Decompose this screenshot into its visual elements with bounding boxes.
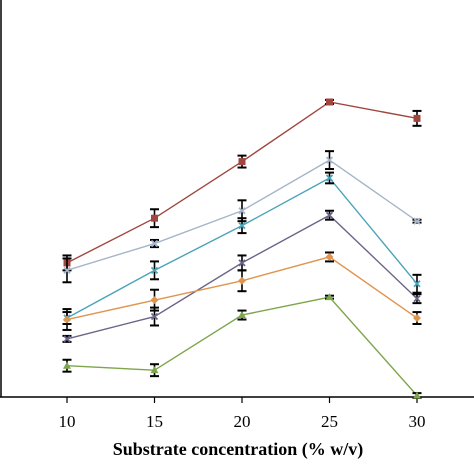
data-point <box>413 217 421 225</box>
x-ticks: 10 15 20 25 30 <box>59 397 426 431</box>
data-point <box>238 276 246 285</box>
x-tick-label: 10 <box>59 412 76 431</box>
data-point <box>150 266 159 274</box>
data-point <box>150 366 159 374</box>
data-point <box>150 239 159 248</box>
data-point <box>238 158 246 166</box>
series-5 <box>62 251 422 331</box>
data-point <box>413 280 421 288</box>
x-axis-title: Substrate concentration (% w/v) <box>113 439 363 460</box>
x-tick-label: 25 <box>321 412 338 431</box>
x-tick-label: 30 <box>409 412 426 431</box>
data-point <box>325 252 334 261</box>
series-layer <box>62 98 422 399</box>
data-point <box>413 391 421 399</box>
chart-axes <box>0 0 474 398</box>
data-point <box>326 98 333 106</box>
data-point <box>413 314 421 323</box>
data-point <box>325 211 334 219</box>
data-point <box>151 214 158 222</box>
data-point <box>63 315 71 324</box>
data-point <box>413 114 421 122</box>
data-point <box>63 266 71 274</box>
series-6 <box>62 293 422 399</box>
x-tick-label: 20 <box>234 412 251 431</box>
data-point <box>63 361 71 369</box>
data-point <box>150 312 159 321</box>
series-line <box>66 101 418 264</box>
series-2 <box>62 150 422 284</box>
data-point <box>325 156 334 164</box>
data-point <box>325 174 334 182</box>
series-1 <box>62 98 422 272</box>
data-point <box>63 335 71 343</box>
data-point <box>238 207 246 215</box>
data-point <box>150 296 159 305</box>
series-3 <box>62 171 422 325</box>
data-point <box>325 293 334 301</box>
data-point <box>238 222 246 230</box>
x-tick-label: 15 <box>146 412 163 431</box>
data-point <box>238 259 246 267</box>
data-point <box>413 295 421 303</box>
data-point <box>238 311 246 319</box>
